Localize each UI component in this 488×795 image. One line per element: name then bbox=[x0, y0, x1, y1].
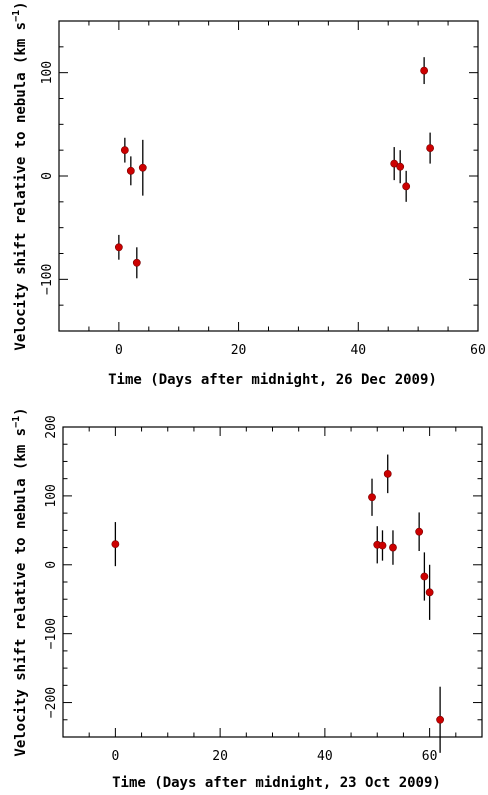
y-tick-label: 200 bbox=[44, 415, 59, 438]
data-point bbox=[420, 572, 429, 581]
x-tick-label: 40 bbox=[350, 343, 366, 358]
x-tick-label: 0 bbox=[115, 343, 123, 358]
y-tick-label: −200 bbox=[44, 687, 59, 718]
y-axis-label: Velocity shift relative to nebula (km s−… bbox=[11, 407, 29, 756]
y-axis-label-sup: −1 bbox=[11, 416, 22, 428]
y-tick-label: −100 bbox=[40, 264, 55, 295]
x-tick-label: 20 bbox=[231, 343, 247, 358]
y-axis-label-sup: −1 bbox=[11, 10, 22, 22]
data-point bbox=[120, 146, 129, 155]
data-point bbox=[111, 540, 120, 549]
y-tick-label: −100 bbox=[44, 618, 59, 649]
data-point bbox=[425, 588, 434, 597]
data-point bbox=[420, 66, 429, 75]
x-tick-label: 40 bbox=[317, 749, 333, 764]
data-point bbox=[132, 258, 141, 267]
y-tick-label: 100 bbox=[44, 484, 59, 507]
data-point bbox=[396, 162, 405, 171]
data-point bbox=[426, 144, 435, 152]
chart-panel-top: 0 20 40 60 −100 0 100 Time (Days after midnight… bbox=[11, 1, 486, 388]
data-point bbox=[402, 182, 411, 191]
y-tick-label: 0 bbox=[44, 561, 59, 569]
x-tick-label: 60 bbox=[470, 343, 486, 358]
x-tick-label: 20 bbox=[212, 749, 228, 764]
data-point bbox=[436, 715, 444, 724]
x-axis-label: Time (Days after midnight, 23 Oct 2009) bbox=[112, 775, 441, 791]
x-tick-label: 60 bbox=[422, 749, 438, 764]
data-point bbox=[126, 166, 135, 175]
y-axis-label-close: ) bbox=[13, 407, 29, 415]
data-point bbox=[378, 541, 387, 550]
y-tick-label: 0 bbox=[40, 172, 55, 180]
data-point bbox=[383, 469, 392, 478]
data-point bbox=[138, 163, 147, 172]
data-point bbox=[389, 543, 397, 552]
data-point bbox=[390, 159, 399, 168]
plot-frame bbox=[62, 426, 483, 738]
y-axis-label-main: Velocity shift relative to nebula (km s bbox=[13, 22, 29, 351]
y-tick-label: 100 bbox=[40, 61, 55, 84]
data-point bbox=[114, 243, 123, 252]
data-point bbox=[415, 527, 424, 536]
chart-panel-bottom: 0 20 40 60 −200 −100 0 100 200 Time (Days after m… bbox=[11, 407, 483, 791]
y-axis-label-main: Velocity shift relative to nebula (km s bbox=[13, 428, 29, 757]
x-axis-label: Time (Days after midnight, 26 Dec 2009) bbox=[108, 372, 437, 388]
data-point bbox=[368, 493, 376, 502]
y-axis-label-close: ) bbox=[13, 1, 29, 9]
x-tick-label: 0 bbox=[111, 749, 119, 764]
y-axis-label: Velocity shift relative to nebula (km s−… bbox=[11, 1, 29, 350]
plot-frame bbox=[58, 20, 479, 332]
